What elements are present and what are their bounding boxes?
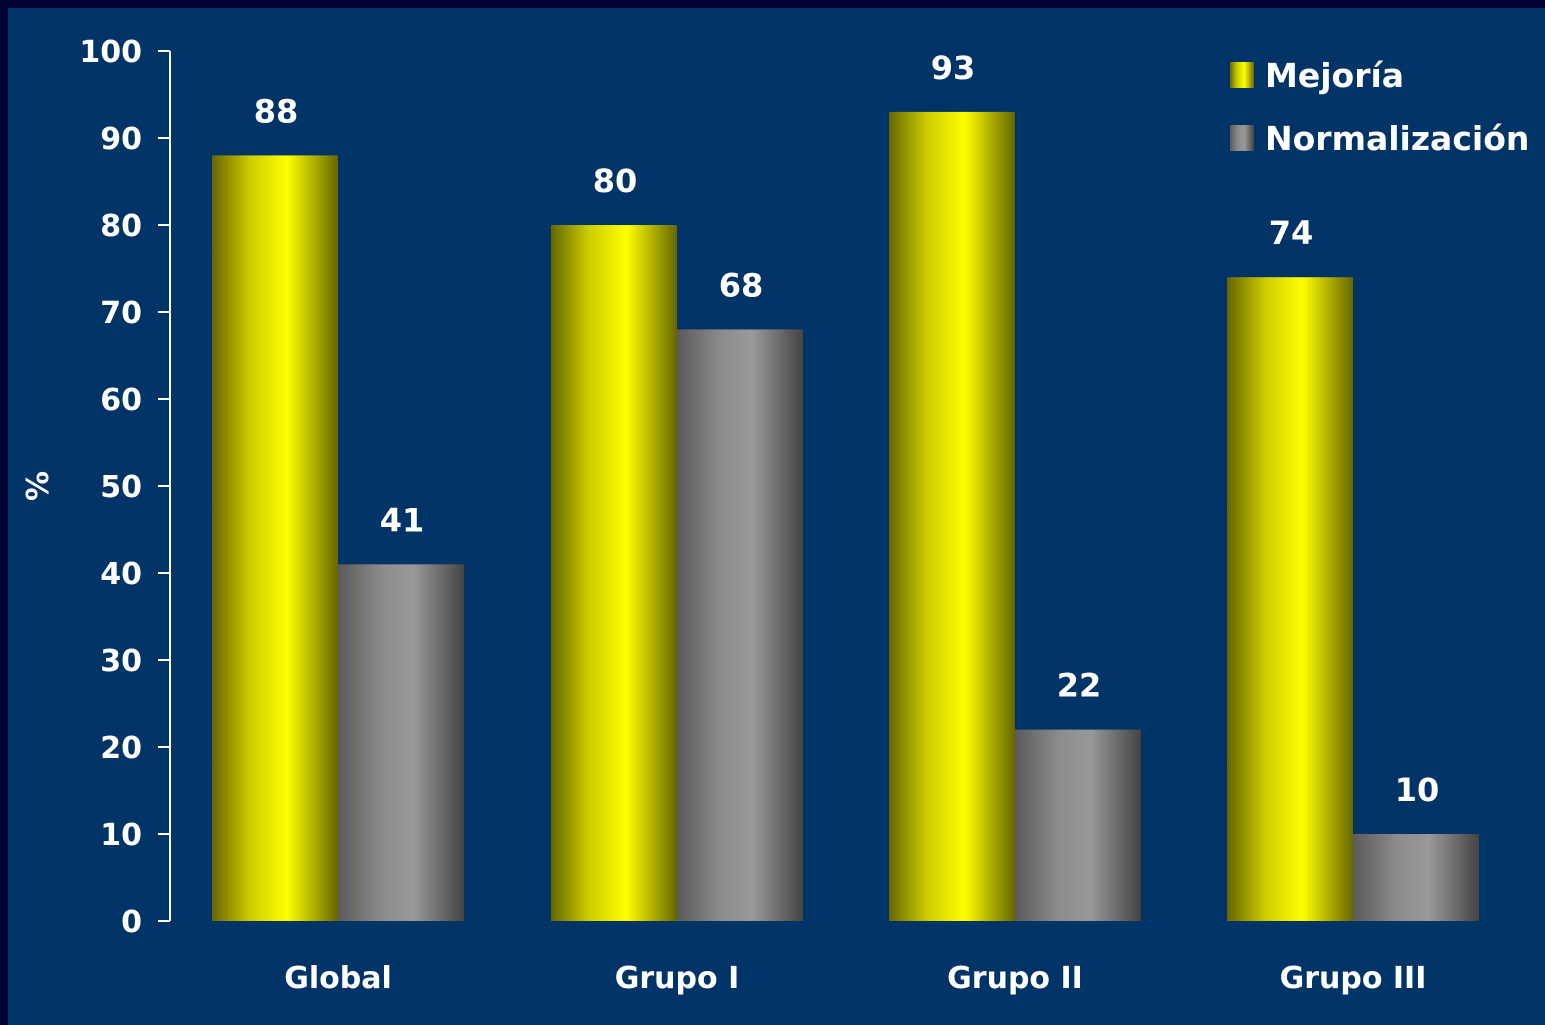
- bar: [551, 225, 677, 921]
- bar: [889, 111, 1015, 921]
- y-tick-label: 80: [100, 209, 142, 244]
- y-tick-label: 70: [100, 296, 142, 331]
- bar: [1015, 729, 1141, 921]
- data-label: 93: [931, 49, 976, 87]
- bar: [1227, 277, 1353, 921]
- x-tick-label: Grupo I: [615, 961, 739, 996]
- data-label: 80: [593, 162, 638, 200]
- axes: 0 10 20 30 40 50 60 70 80 90 100% Global Grupo I Grup…: [21, 35, 1426, 996]
- y-tick-label: 100: [79, 35, 142, 70]
- bar: [212, 155, 338, 921]
- bar: [338, 564, 464, 921]
- y-tick-label: 20: [100, 731, 142, 766]
- y-tick-label: 40: [100, 557, 142, 592]
- data-label: 22: [1057, 667, 1102, 705]
- bar: [1353, 834, 1479, 921]
- legend: Mejoría Normalización: [1230, 56, 1529, 158]
- legend-label: Normalización: [1265, 119, 1529, 158]
- x-tick-label: Grupo III: [1280, 961, 1427, 996]
- data-label: 68: [719, 266, 764, 304]
- data-label: 41: [380, 501, 425, 539]
- data-label: 88: [254, 92, 299, 130]
- data-labels: 88 41 80 68 93 22 74 10: [254, 49, 1440, 809]
- data-label: 10: [1395, 771, 1440, 809]
- y-tick-label: 0: [121, 905, 142, 940]
- y-axis-label: %: [21, 471, 56, 501]
- y-tick-label: 60: [100, 383, 142, 418]
- legend-label: Mejoría: [1265, 56, 1404, 95]
- legend-swatch: [1230, 62, 1254, 88]
- x-tick-label: Grupo II: [947, 961, 1083, 996]
- y-tick-label: 90: [100, 122, 142, 157]
- data-label: 74: [1269, 214, 1314, 252]
- y-tick-label: 50: [100, 470, 142, 505]
- x-tick-label: Global: [284, 961, 392, 996]
- y-tick-label: 10: [100, 818, 142, 853]
- bar: [677, 329, 803, 921]
- legend-swatch: [1230, 125, 1254, 151]
- bars: [212, 111, 1479, 921]
- y-tick-label: 30: [100, 644, 142, 679]
